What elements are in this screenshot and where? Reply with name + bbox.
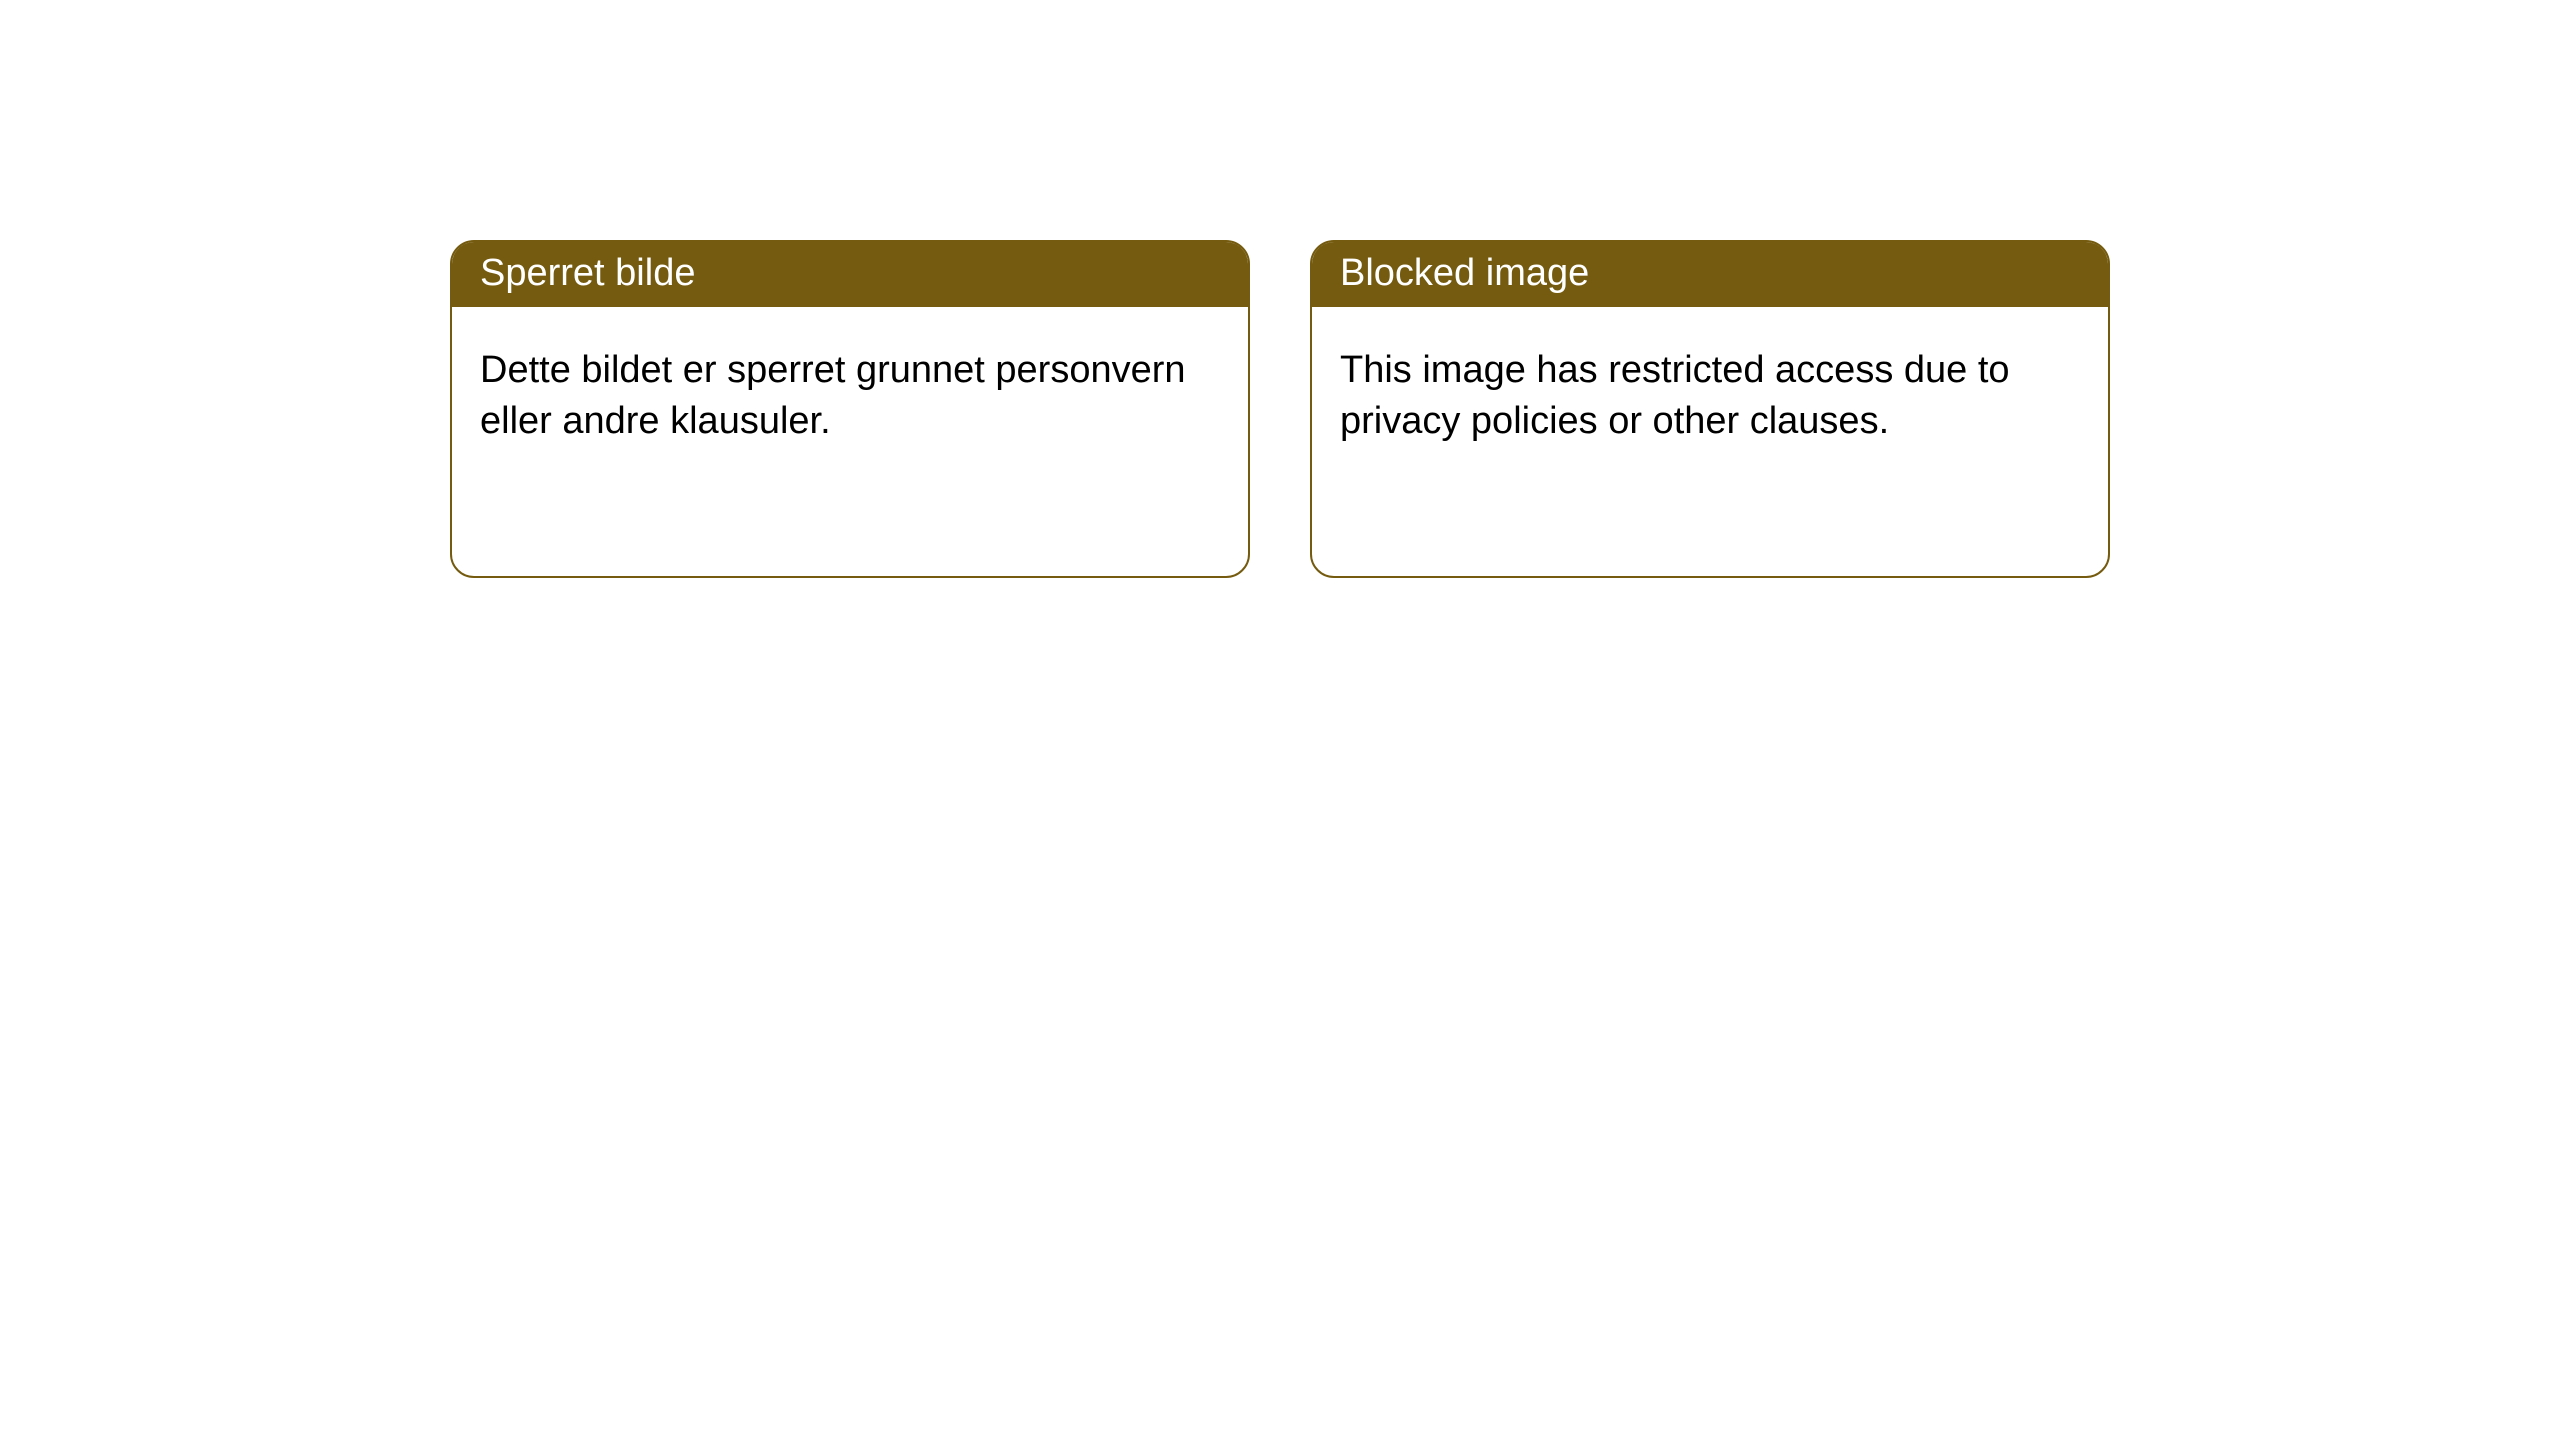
blocked-image-panel-en: Blocked image This image has restricted … <box>1310 240 2110 578</box>
panel-body-no: Dette bildet er sperret grunnet personve… <box>452 307 1248 486</box>
panel-title-no: Sperret bilde <box>480 252 695 294</box>
panel-body-text-en: This image has restricted access due to … <box>1340 349 2010 442</box>
blocked-image-panel-no: Sperret bilde Dette bildet er sperret gr… <box>450 240 1250 578</box>
panel-body-text-no: Dette bildet er sperret grunnet personve… <box>480 349 1186 442</box>
panels-container: Sperret bilde Dette bildet er sperret gr… <box>0 0 2560 578</box>
panel-body-en: This image has restricted access due to … <box>1312 307 2108 486</box>
panel-header-en: Blocked image <box>1312 242 2108 307</box>
panel-header-no: Sperret bilde <box>452 242 1248 307</box>
panel-title-en: Blocked image <box>1340 252 1589 294</box>
